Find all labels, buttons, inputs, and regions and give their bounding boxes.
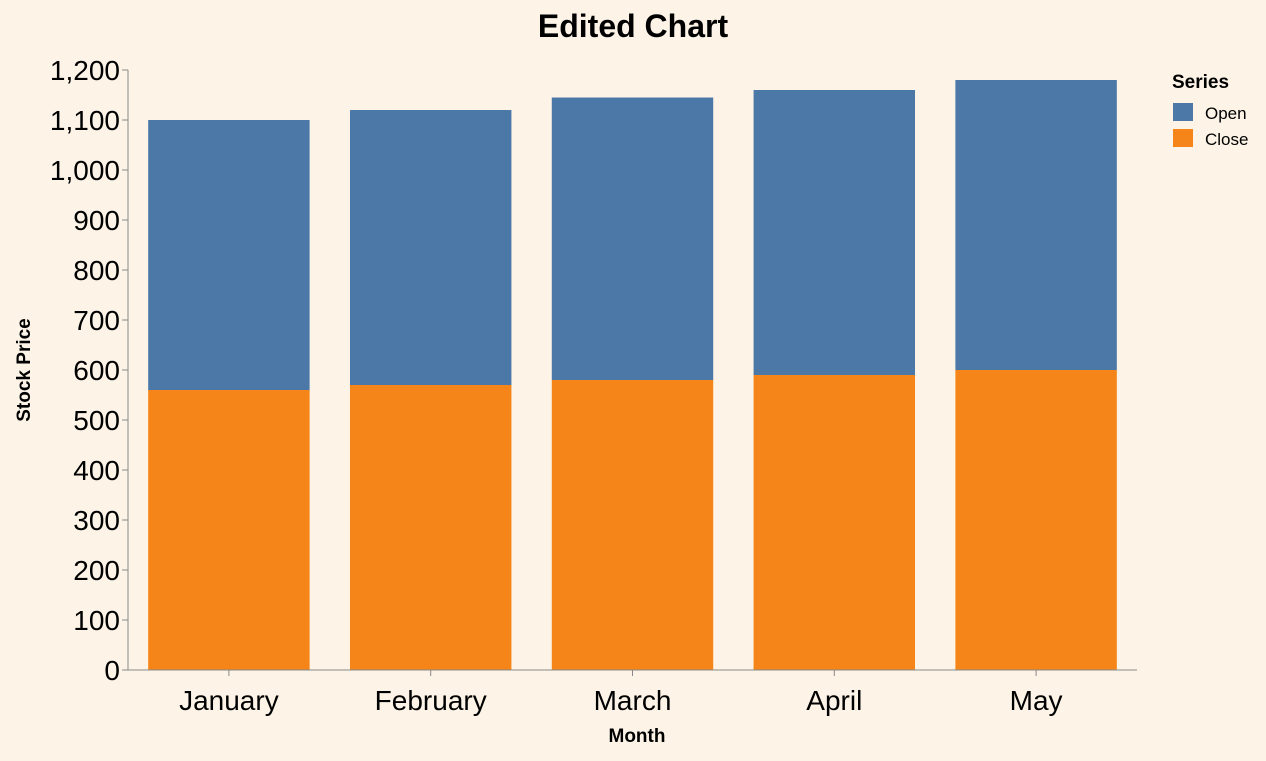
- legend-label-open: Open: [1205, 104, 1247, 123]
- y-tick-label: 600: [73, 355, 120, 386]
- y-tick-label: 100: [73, 605, 120, 636]
- bar-open-march: [551, 97, 714, 380]
- x-axis-title: Month: [609, 726, 666, 747]
- x-tick-label: March: [594, 685, 672, 716]
- x-tick-label: April: [806, 685, 862, 716]
- y-axis-title: Stock Price: [14, 318, 35, 422]
- chart-title: Edited Chart: [538, 8, 729, 44]
- bar-open-april: [753, 90, 916, 375]
- y-tick-label: 400: [73, 455, 120, 486]
- y-tick-label: 700: [73, 305, 120, 336]
- legend-title: Series: [1172, 72, 1229, 93]
- y-tick-label: 0: [104, 655, 120, 686]
- bar-close-may: [955, 370, 1117, 670]
- bars-group: [148, 80, 1117, 670]
- bar-close-april: [753, 375, 916, 670]
- y-tick-label: 800: [73, 255, 120, 286]
- y-tick-label: 1,000: [50, 155, 120, 186]
- x-tick-label: January: [179, 685, 279, 716]
- bar-open-february: [349, 110, 512, 385]
- bar-open-january: [148, 120, 310, 390]
- legend-swatch-close: [1173, 129, 1193, 147]
- legend-label-close: Close: [1205, 130, 1248, 149]
- y-tick-label: 500: [73, 405, 120, 436]
- bar-close-january: [148, 390, 310, 670]
- y-tick-label: 200: [73, 555, 120, 586]
- y-tick-label: 1,200: [50, 55, 120, 86]
- y-axis-ticks: 0 100 200 300 400 500 600 700 800 900 1,000 1,100 1,…: [50, 55, 128, 686]
- x-tick-label: February: [375, 685, 487, 716]
- y-tick-label: 900: [73, 205, 120, 236]
- bar-close-february: [349, 385, 512, 670]
- y-tick-label: 300: [73, 505, 120, 536]
- bar-close-march: [551, 380, 714, 670]
- x-axis-ticks: January February March April May: [179, 670, 1063, 716]
- bar-open-may: [955, 80, 1117, 370]
- legend: Series Open Close: [1172, 72, 1248, 149]
- x-tick-label: May: [1010, 685, 1063, 716]
- y-tick-label: 1,100: [50, 105, 120, 136]
- legend-swatch-open: [1173, 103, 1193, 121]
